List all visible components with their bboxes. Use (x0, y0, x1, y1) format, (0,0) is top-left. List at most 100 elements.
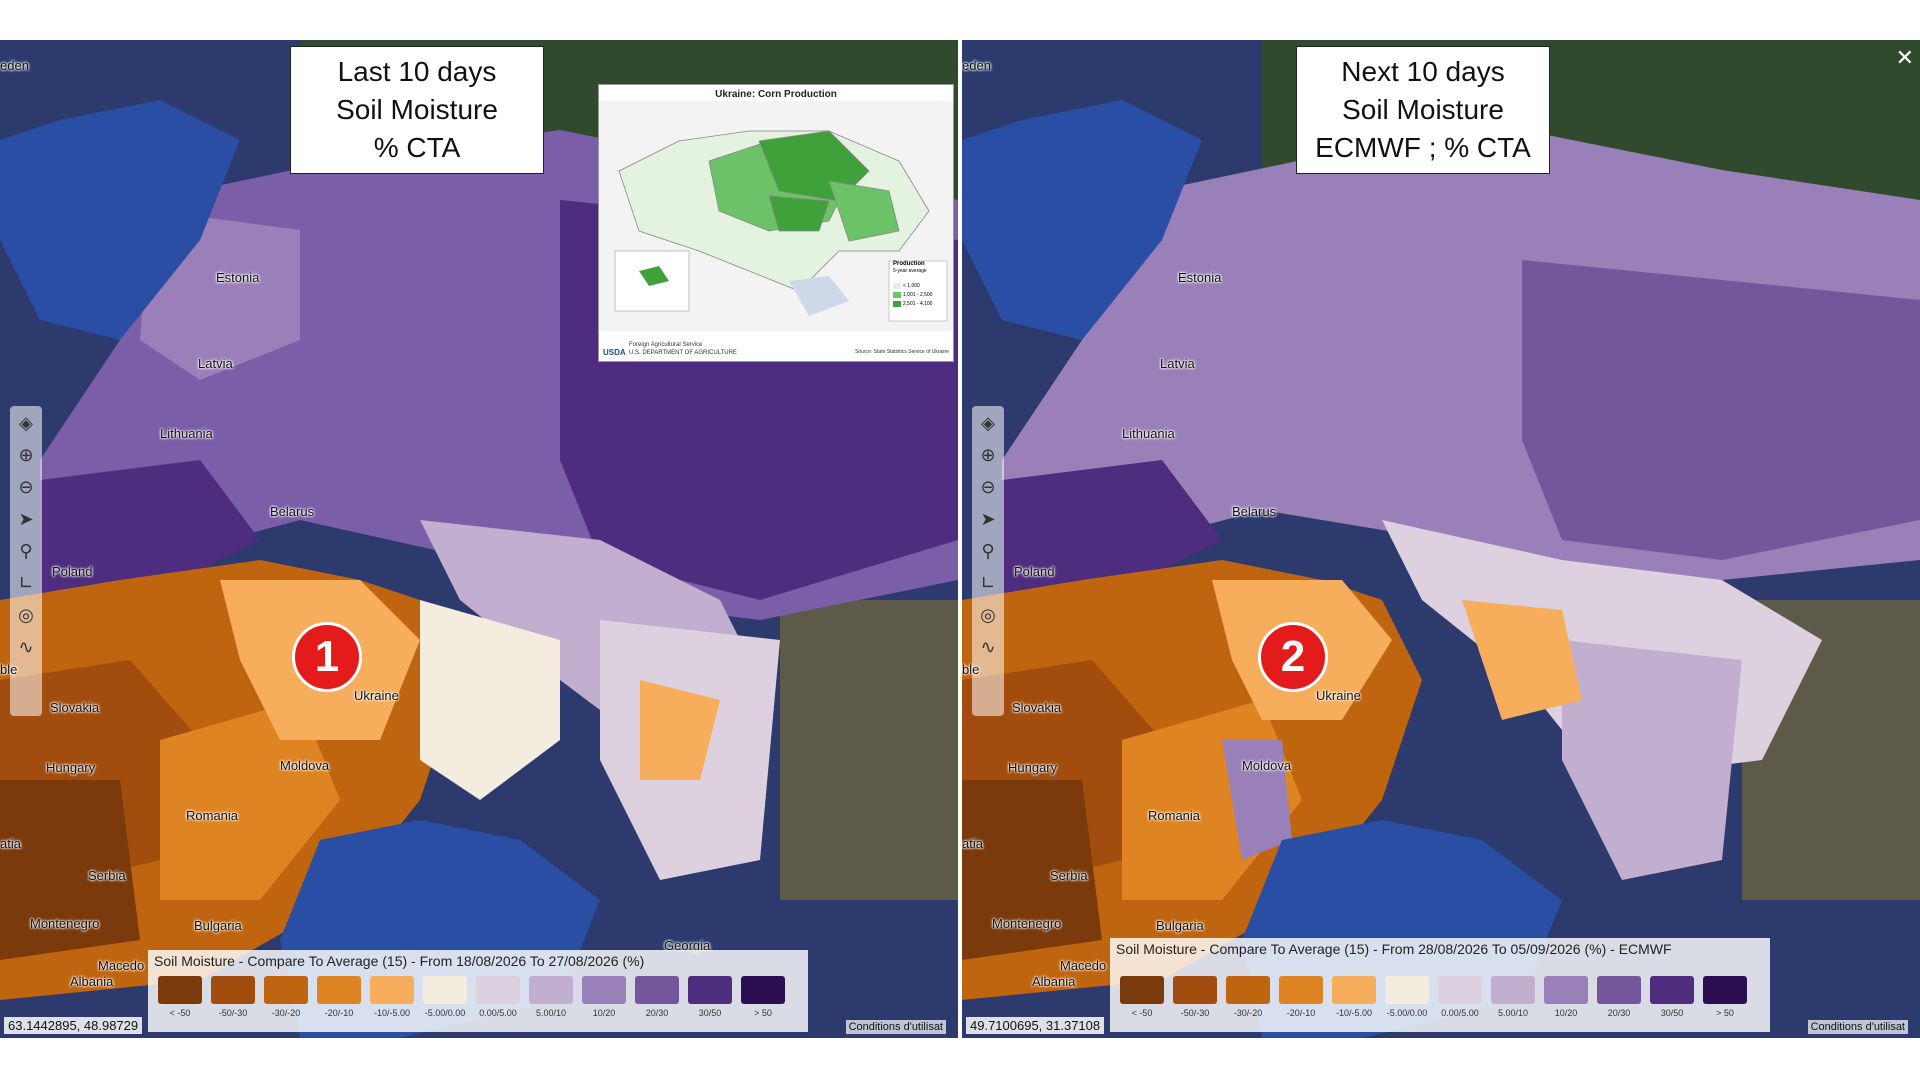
country-label: ble (962, 662, 980, 677)
legend-swatch-label: 10/20 (1554, 1008, 1578, 1018)
legend-swatch-label: 5.00/10 (535, 1008, 567, 1018)
inset-legend-item: 2,501 - 4,100 (903, 301, 933, 307)
inset-source: Source: State Statistics Service of Ukra… (855, 349, 949, 355)
zoom-out-icon[interactable]: ⊖ (18, 477, 34, 498)
close-icon[interactable]: ✕ (1895, 46, 1914, 71)
marker-1: 1 (292, 622, 362, 692)
inset-legend-title: Production (893, 261, 925, 267)
country-label: Belarus (1232, 504, 1277, 519)
legend-title: Soil Moisture - Compare To Average (15) … (154, 953, 645, 969)
country-label: Slovakia (1012, 700, 1062, 715)
country-label: Bulgaria (1156, 918, 1204, 933)
legend-swatches: < -50 -50/-30 -30/-20 -20/-10 -10/-5.00 -5.00… (1110, 976, 1770, 1026)
legend-swatch-label: > 50 (754, 1008, 772, 1018)
legend-swatch (1438, 976, 1482, 1004)
zoom-out-icon[interactable]: ⊖ (980, 477, 996, 498)
legend-swatch-label: 0.00/5.00 (479, 1008, 517, 1018)
country-label: Latvia (198, 356, 233, 371)
legend-swatch (1332, 976, 1376, 1004)
usda-subtitle-line: U.S. DEPARTMENT OF AGRICULTURE (629, 350, 737, 356)
zoom-in-icon[interactable]: ⊕ (18, 445, 34, 466)
legend-swatch (476, 976, 520, 1004)
legend-swatch (264, 976, 308, 1004)
country-label: Montenegro (30, 916, 100, 931)
legend-swatch (582, 976, 626, 1004)
legend-swatch (1491, 976, 1535, 1004)
usda-subtitle-line: Foreign Agricultural Service (629, 342, 703, 348)
legend-swatch-label: -5.00/0.00 (424, 1008, 466, 1018)
country-label: Ukraine (354, 688, 399, 703)
caption-line-2: Soil Moisture (1342, 94, 1504, 125)
legend-swatch (1226, 976, 1270, 1004)
conditions-link[interactable]: Conditions d'utilisat (1807, 1020, 1908, 1034)
inset-title: Ukraine: Corn Production (715, 89, 837, 100)
legend-swatch-label: -10/-5.00 (373, 1008, 411, 1018)
soil-moisture-map-right[interactable] (962, 40, 1920, 1038)
inset-legend-item: 1,001 - 2,500 (903, 292, 933, 298)
legend-swatch-label: 5.00/10 (1497, 1008, 1529, 1018)
legend-swatch (1385, 976, 1429, 1004)
legend-swatch (1120, 976, 1164, 1004)
legend-swatch (317, 976, 361, 1004)
legend-swatch (1597, 976, 1641, 1004)
country-label: atia (0, 836, 21, 851)
country-label: Georgia (664, 938, 711, 953)
legend-swatch-label: < -50 (169, 1008, 191, 1018)
measure-icon[interactable]: ∟ (980, 573, 996, 594)
search-icon[interactable]: ⚲ (19, 541, 33, 562)
country-label: eden (0, 58, 29, 73)
map-panel-right[interactable]: Next 10 days Soil Moisture ECMWF ; % CTA… (962, 40, 1920, 1038)
legend-swatch-label: -30/-20 (1233, 1008, 1263, 1018)
coordinate-readout: 49.7100695, 31.37108 (966, 1017, 1105, 1034)
country-label: Hungary (1008, 760, 1058, 775)
country-label: Lithuania (160, 426, 213, 441)
legend-swatch (741, 976, 785, 1004)
conditions-link[interactable]: Conditions d'utilisat (845, 1020, 946, 1034)
country-label: Poland (1014, 564, 1055, 579)
legend-panel: Soil Moisture - Compare To Average (15) … (148, 950, 808, 1032)
legend-swatch-label: -50/-30 (1180, 1008, 1210, 1018)
country-label: Macedo (1060, 958, 1107, 973)
country-label: atia (962, 836, 983, 851)
legend-swatch-label: 30/50 (698, 1008, 722, 1018)
navigate-icon[interactable]: ➤ (980, 509, 996, 530)
legend-swatch-label: 20/30 (1607, 1008, 1631, 1018)
navigate-icon[interactable]: ➤ (18, 509, 34, 530)
caption-line-3: % CTA (373, 132, 461, 163)
legend-swatches: < -50 -50/-30 -30/-20 -20/-10 -10/-5.00 -5.00… (148, 976, 808, 1026)
layers-icon[interactable]: ◈ (19, 413, 33, 434)
legend-swatch-label: 30/50 (1660, 1008, 1684, 1018)
draw-icon[interactable]: ∿ (18, 637, 34, 658)
usda-subtitle: Foreign Agricultural Service U.S. DEPART… (629, 341, 737, 357)
legend-swatch (688, 976, 732, 1004)
country-label: Latvia (1160, 356, 1195, 371)
country-label: eden (962, 58, 991, 73)
legend-swatch-label: > 50 (1716, 1008, 1734, 1018)
country-label: Albania (70, 974, 114, 989)
legend-swatch-label: 10/20 (592, 1008, 616, 1018)
measure-icon[interactable]: ∟ (18, 573, 34, 594)
usda-logo: USDA (603, 348, 626, 357)
legend-swatch (211, 976, 255, 1004)
ukraine-corn-production-inset: Ukraine: Corn Production Production 5-ye… (598, 84, 954, 362)
layers-icon[interactable]: ◈ (981, 413, 995, 434)
country-label: Serbia (1050, 868, 1088, 883)
locate-icon[interactable]: ◎ (980, 605, 996, 626)
search-icon[interactable]: ⚲ (981, 541, 995, 562)
zoom-in-icon[interactable]: ⊕ (980, 445, 996, 466)
country-label: Macedo (98, 958, 145, 973)
country-label: Hungary (46, 760, 96, 775)
legend-title: Soil Moisture - Compare To Average (15) … (1116, 941, 1672, 957)
map-toolbar: ◈ ⊕ ⊖ ➤ ⚲ ∟ ◎ ∿ (972, 406, 1004, 716)
inset-legend-subtitle: 5-year average (893, 268, 927, 274)
legend-swatch-label: -50/-30 (218, 1008, 248, 1018)
legend-swatch (1279, 976, 1323, 1004)
country-label: Romania (1148, 808, 1201, 823)
map-panel-left[interactable]: Last 10 days Soil Moisture % CTA Ukraine… (0, 40, 958, 1038)
draw-icon[interactable]: ∿ (980, 637, 996, 658)
legend-swatch (1703, 976, 1747, 1004)
coordinate-readout: 63.1442895, 48.98729 (4, 1017, 143, 1034)
locate-icon[interactable]: ◎ (18, 605, 34, 626)
country-label: Estonia (216, 270, 260, 285)
legend-swatch-label: 0.00/5.00 (1441, 1008, 1479, 1018)
